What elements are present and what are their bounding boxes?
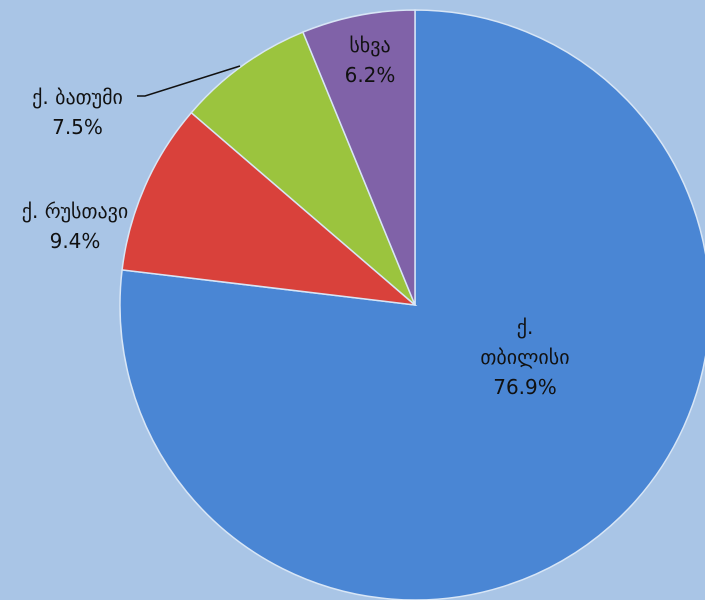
value-label: 7.5% [52, 115, 103, 139]
leader-line [137, 65, 241, 97]
category-label: სხვა [349, 33, 391, 57]
value-label: 6.2% [344, 63, 396, 87]
slice-label: ქ. ბათუმი 7.5% [0, 82, 155, 142]
pie-slice [121, 111, 418, 307]
category-label: ქ. თბილისი [480, 315, 570, 369]
value-label: 76.9% [493, 375, 557, 399]
pie-slice [301, 9, 416, 306]
pie-slice [190, 31, 416, 306]
category-label: ქ. რუსთავი [21, 199, 129, 223]
category-label: ქ. ბათუმი [32, 85, 123, 109]
slice-label: ქ. თბილისი 76.9% [470, 312, 580, 402]
slice-label: ქ. რუსთავი 9.4% [0, 196, 150, 256]
value-label: 9.4% [49, 229, 101, 253]
slice-label: სხვა 6.2% [330, 30, 410, 90]
